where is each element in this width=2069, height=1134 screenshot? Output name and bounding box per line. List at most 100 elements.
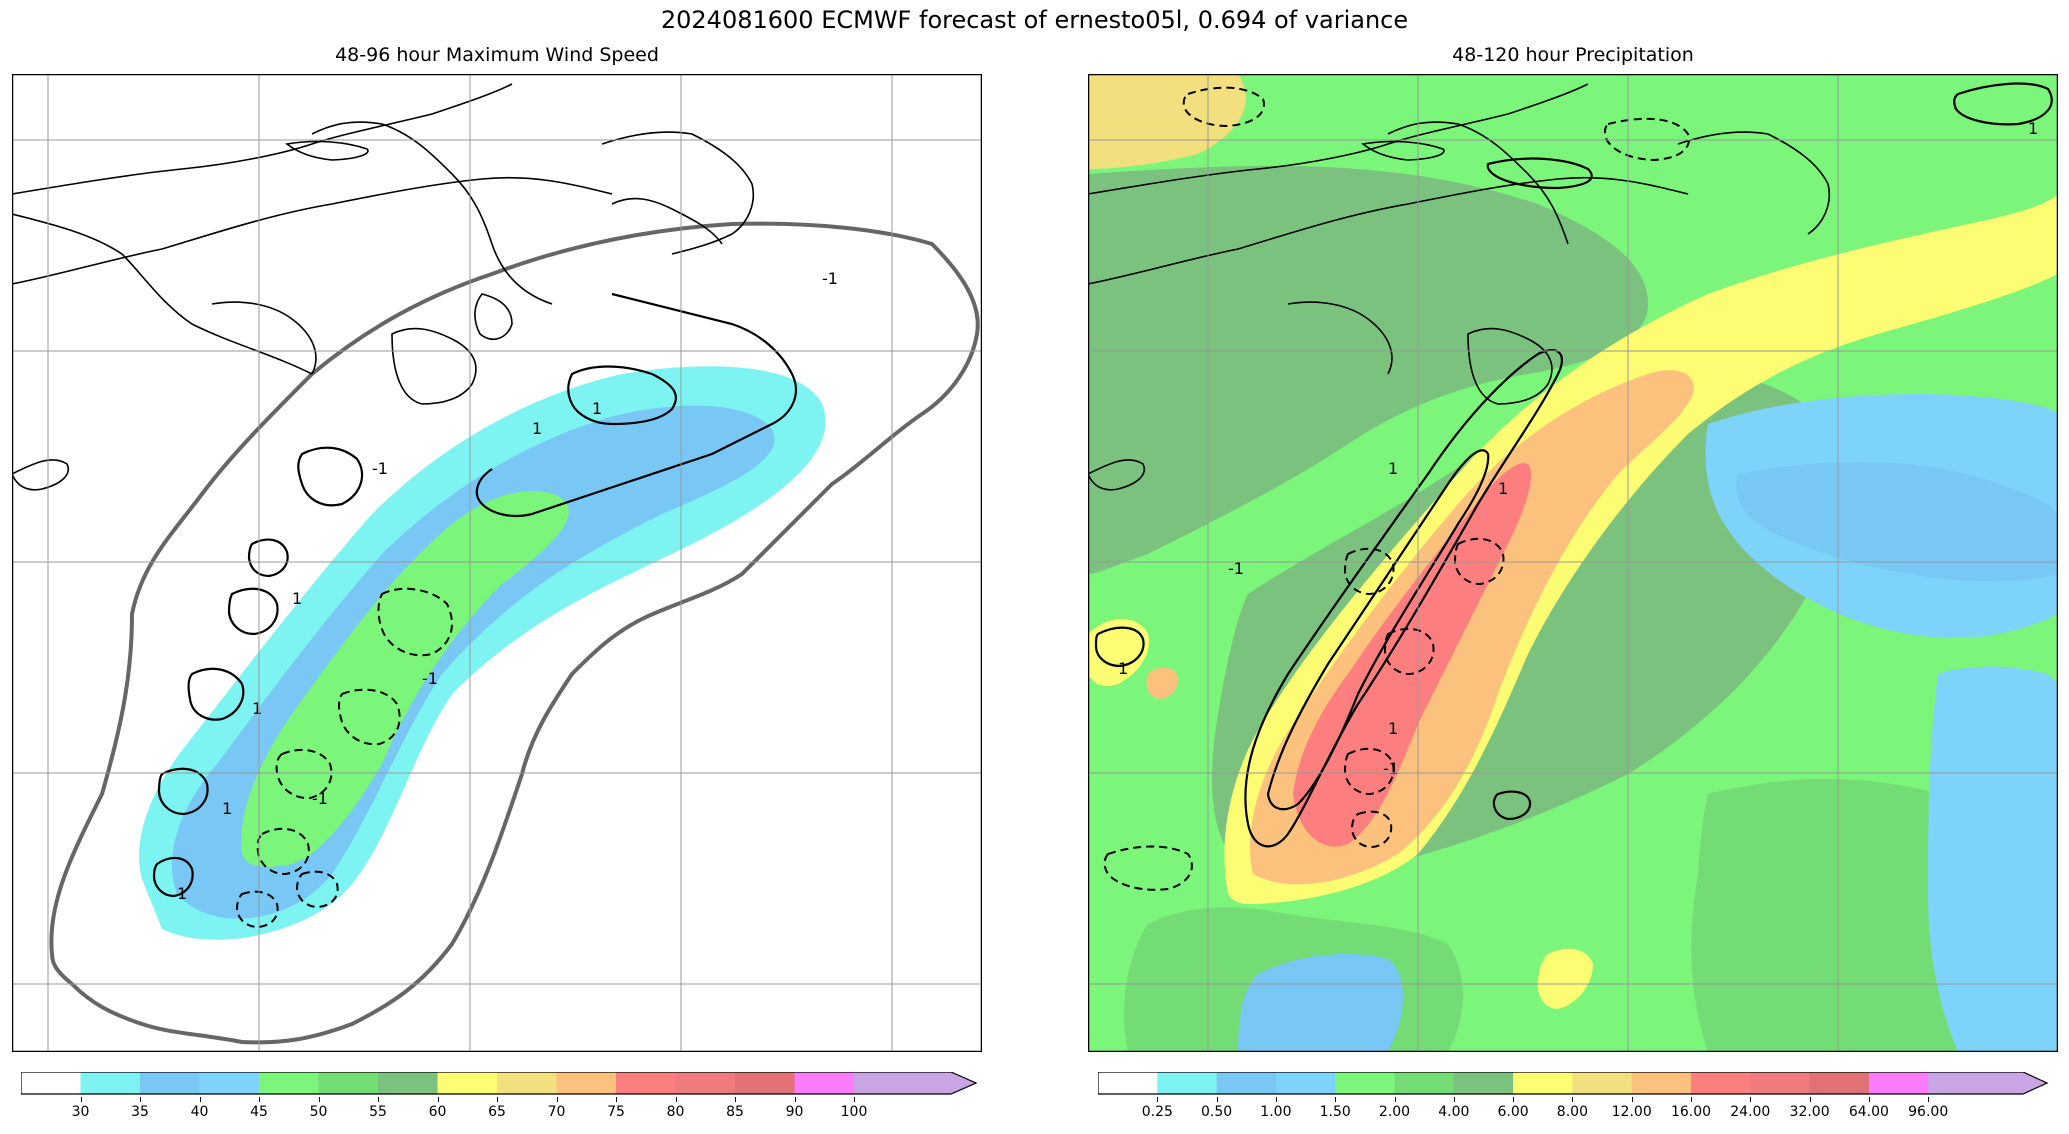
colorbar-tick-mark	[794, 1097, 796, 1102]
colorbar-tick-mark	[735, 1097, 736, 1102]
colorbar-tick-mark	[1631, 1097, 1633, 1102]
colorbar-cell	[1631, 1072, 1692, 1094]
colorbar-tick-mark	[259, 1097, 260, 1102]
colorbar-tick-mark	[378, 1097, 379, 1102]
colorbar-cell	[497, 1072, 557, 1094]
colorbar-tick-mark	[1513, 1097, 1515, 1102]
colorbar-cell	[1394, 1072, 1455, 1094]
map-gridlines	[1088, 74, 2058, 1052]
contour-label: 1	[592, 399, 602, 418]
colorbar-tick-label: 30	[71, 1104, 90, 1120]
colorbar-tick-label: 1.50	[1319, 1104, 1351, 1120]
colorbar-cell	[1928, 1072, 2047, 1094]
colorbar-tick-mark	[1572, 1097, 1574, 1102]
contour-label: 1	[532, 419, 542, 438]
colorbar-tick-mark	[675, 1097, 677, 1102]
contour-label: -1	[822, 269, 838, 288]
colorbar-tick-mark	[1157, 1097, 1159, 1102]
colorbar-cell	[1750, 1072, 1811, 1094]
colorbar-tick-label: 90	[785, 1104, 804, 1120]
colorbar-tick-label: 0.25	[1141, 1104, 1173, 1120]
colorbar-tick-mark	[497, 1097, 498, 1102]
colorbar-tick-mark	[1394, 1097, 1396, 1102]
contour-label: 1	[2028, 119, 2038, 138]
positive-contours	[1094, 82, 2053, 848]
colorbar-cell	[1216, 1072, 1277, 1094]
contour-label: 1	[177, 884, 187, 903]
colorbar-tick-label: 24.00	[1730, 1104, 1771, 1120]
colorbar-tick-label: 96.00	[1908, 1104, 1949, 1120]
colorbar-cell	[1453, 1072, 1514, 1094]
colorbar-tick-label: 16.00	[1670, 1104, 1712, 1120]
colorbar-tick-mark	[1275, 1097, 1277, 1102]
colorbar-tick-mark	[616, 1097, 617, 1102]
contour-label: 1	[1388, 719, 1398, 738]
colorbar-cell	[735, 1072, 795, 1094]
colorbar-tick-label: 65	[488, 1104, 506, 1120]
colorbar-cell	[259, 1072, 319, 1094]
colorbar-tick-label: 6.00	[1497, 1104, 1529, 1120]
precip-fill-red	[1293, 463, 1532, 847]
colorbar-cell	[616, 1072, 676, 1094]
colorbar-tick-label: 55	[369, 1104, 387, 1120]
contour-label: 1	[252, 699, 262, 718]
colorbar-tick-label: 100	[840, 1104, 868, 1120]
colorbar-tick-label: 45	[250, 1104, 268, 1120]
wind-speed-map: -1 1 -1 1 1 -1 1 1 -1 1	[12, 74, 982, 1052]
precip-panel-title: 48-120 hour Precipitation	[1452, 44, 1694, 66]
figure-title: 2024081600 ECMWF forecast of ernesto05l,…	[660, 6, 1409, 34]
colorbar-tick-mark	[854, 1097, 855, 1102]
wind-colorbar-ticks: 30 35 40 45 50 55 60 65 70 75 80 85 90 100	[21, 1097, 977, 1126]
colorbar-tick-label: 40	[190, 1104, 209, 1120]
colorbar-tick-label: 75	[607, 1104, 625, 1120]
colorbar-tick-mark	[1335, 1097, 1337, 1102]
wind-speed-map-canvas: -1 1 -1 1 1 -1 1 1 -1 1	[12, 74, 982, 1052]
colorbar-cell	[675, 1072, 736, 1094]
colorbar-tick-mark	[140, 1097, 141, 1102]
colorbar-tick-mark	[437, 1097, 439, 1102]
colorbar-tick-mark	[1809, 1097, 1811, 1102]
map-gridlines	[12, 74, 982, 1052]
colorbar-tick-label: 70	[547, 1104, 566, 1120]
positive-contours	[152, 292, 797, 898]
contour-label: -1	[1383, 759, 1399, 778]
colorbar-tick-mark	[199, 1097, 201, 1102]
colorbar-tick-label: 60	[428, 1104, 447, 1120]
colorbar-cell	[199, 1072, 260, 1094]
colorbar-cell	[1868, 1072, 1929, 1094]
colorbar-tick-mark	[556, 1097, 558, 1102]
colorbar-tick-mark	[1453, 1097, 1455, 1102]
coastlines	[1088, 83, 1830, 491]
colorbar-tick-label: 8.00	[1556, 1104, 1588, 1120]
contour-label: -1	[1228, 559, 1244, 578]
colorbar-tick-label: 2.00	[1378, 1104, 1411, 1120]
colorbar-tick-mark	[80, 1097, 82, 1102]
colorbar-cell	[80, 1072, 141, 1094]
colorbar-tick-label: 0.50	[1201, 1104, 1233, 1120]
colorbar-tick-label: 12.00	[1611, 1104, 1652, 1120]
colorbar-cell	[1275, 1072, 1336, 1094]
colorbar-tick-label: 64.00	[1848, 1104, 1889, 1120]
colorbar-cell	[140, 1072, 200, 1094]
colorbar-cell	[1098, 1072, 1158, 1094]
colorbar-tick-label: 85	[726, 1104, 744, 1120]
colorbar-cell	[1157, 1072, 1218, 1094]
wind-panel-title: 48-96 hour Maximum Wind Speed	[335, 44, 659, 66]
precipitation-map-canvas: 1 -1 1 1 1 -1 1	[1088, 74, 2058, 1052]
colorbar-cell	[1691, 1072, 1751, 1094]
precip-fill-blue	[1238, 394, 2058, 1052]
colorbar-cell	[437, 1072, 498, 1094]
colorbar-tick-mark	[1216, 1097, 1218, 1102]
colorbar-tick-label: 35	[131, 1104, 149, 1120]
colorbar-tick-mark	[1750, 1097, 1752, 1102]
contour-label: -1	[422, 669, 438, 688]
colorbar-cell	[854, 1072, 976, 1094]
contour-label: 1	[1498, 479, 1508, 498]
colorbar-tick-mark	[1928, 1097, 1930, 1102]
precip-colorbar-ticks: 0.25 0.50 1.00 1.50 2.00 4.00 6.00 8.00 12.00 16.…	[1098, 1097, 2048, 1126]
colorbar-cell	[1809, 1072, 1870, 1094]
contour-label: 1	[292, 589, 302, 608]
colorbar-tick-label: 4.00	[1438, 1104, 1470, 1120]
wind-colorbar	[21, 1072, 977, 1095]
contour-label: -1	[372, 459, 388, 478]
